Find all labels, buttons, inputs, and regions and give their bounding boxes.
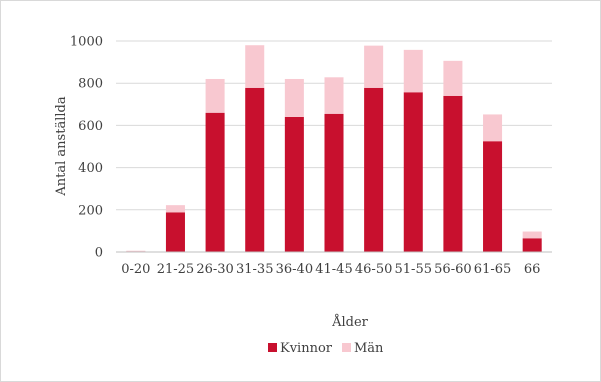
bar-kvinnor-66 <box>522 238 542 252</box>
bar-man-21-25 <box>165 205 185 213</box>
x-tick-label: 51-55 <box>395 262 432 277</box>
bar-man-66 <box>522 231 542 239</box>
y-tick-labels: 0 200 400 600 800 1000 <box>70 35 103 261</box>
y-tick-label: 600 <box>78 119 103 134</box>
bar-kvinnor-21-25 <box>165 212 185 252</box>
bar-kvinnor-51-55 <box>403 92 423 252</box>
x-tick-label: 26-30 <box>196 262 233 277</box>
bar-kvinnor-41-45 <box>324 113 344 252</box>
bar-man-61-65 <box>483 114 503 142</box>
x-tick-labels: 0-20 21-25 26-30 31-35 36-40 41-45 46-50 51-55 5… <box>121 262 540 277</box>
x-tick-label: 0-20 <box>121 262 150 277</box>
y-tick-label: 0 <box>95 246 103 261</box>
x-tick-label: 61-65 <box>474 262 511 277</box>
legend: Kvinnor Män <box>268 341 384 356</box>
bar-kvinnor-31-35 <box>245 87 265 252</box>
x-tick-label: 36-40 <box>276 262 313 277</box>
bar-man-46-50 <box>364 45 384 88</box>
y-axis-title: Antal anställda <box>54 96 69 196</box>
legend-swatch <box>342 343 351 352</box>
x-tick-label: 31-35 <box>236 262 273 277</box>
bar-man-31-35 <box>245 45 265 88</box>
bar-kvinnor-61-65 <box>483 141 503 252</box>
bar-kvinnor-46-50 <box>364 87 384 252</box>
bar-man-36-40 <box>284 78 304 117</box>
bar-kvinnor-56-60 <box>443 95 463 252</box>
x-tick-label: 21-25 <box>157 262 194 277</box>
x-tick-label: 46-50 <box>355 262 392 277</box>
legend-label: Män <box>354 341 384 356</box>
x-tick-label: 41-45 <box>315 262 352 277</box>
y-tick-label: 200 <box>78 203 103 218</box>
y-tick-label: 800 <box>78 77 103 92</box>
x-tick-label: 66 <box>524 262 541 277</box>
bar-man-0-20 <box>126 250 146 252</box>
bar-man-41-45 <box>324 77 344 114</box>
x-tick-label: 56-60 <box>434 262 471 277</box>
bar-man-56-60 <box>443 60 463 96</box>
bar-kvinnor-36-40 <box>284 116 304 253</box>
y-tick-label: 1000 <box>70 35 103 50</box>
legend-swatch <box>268 343 277 352</box>
x-axis-title: Ålder <box>331 314 369 330</box>
bar-man-26-30 <box>205 78 225 113</box>
bar-kvinnor-26-30 <box>205 112 225 253</box>
legend-label: Kvinnor <box>280 341 333 356</box>
y-tick-label: 400 <box>78 161 103 176</box>
bar-man-51-55 <box>403 49 423 93</box>
bars <box>126 45 542 253</box>
